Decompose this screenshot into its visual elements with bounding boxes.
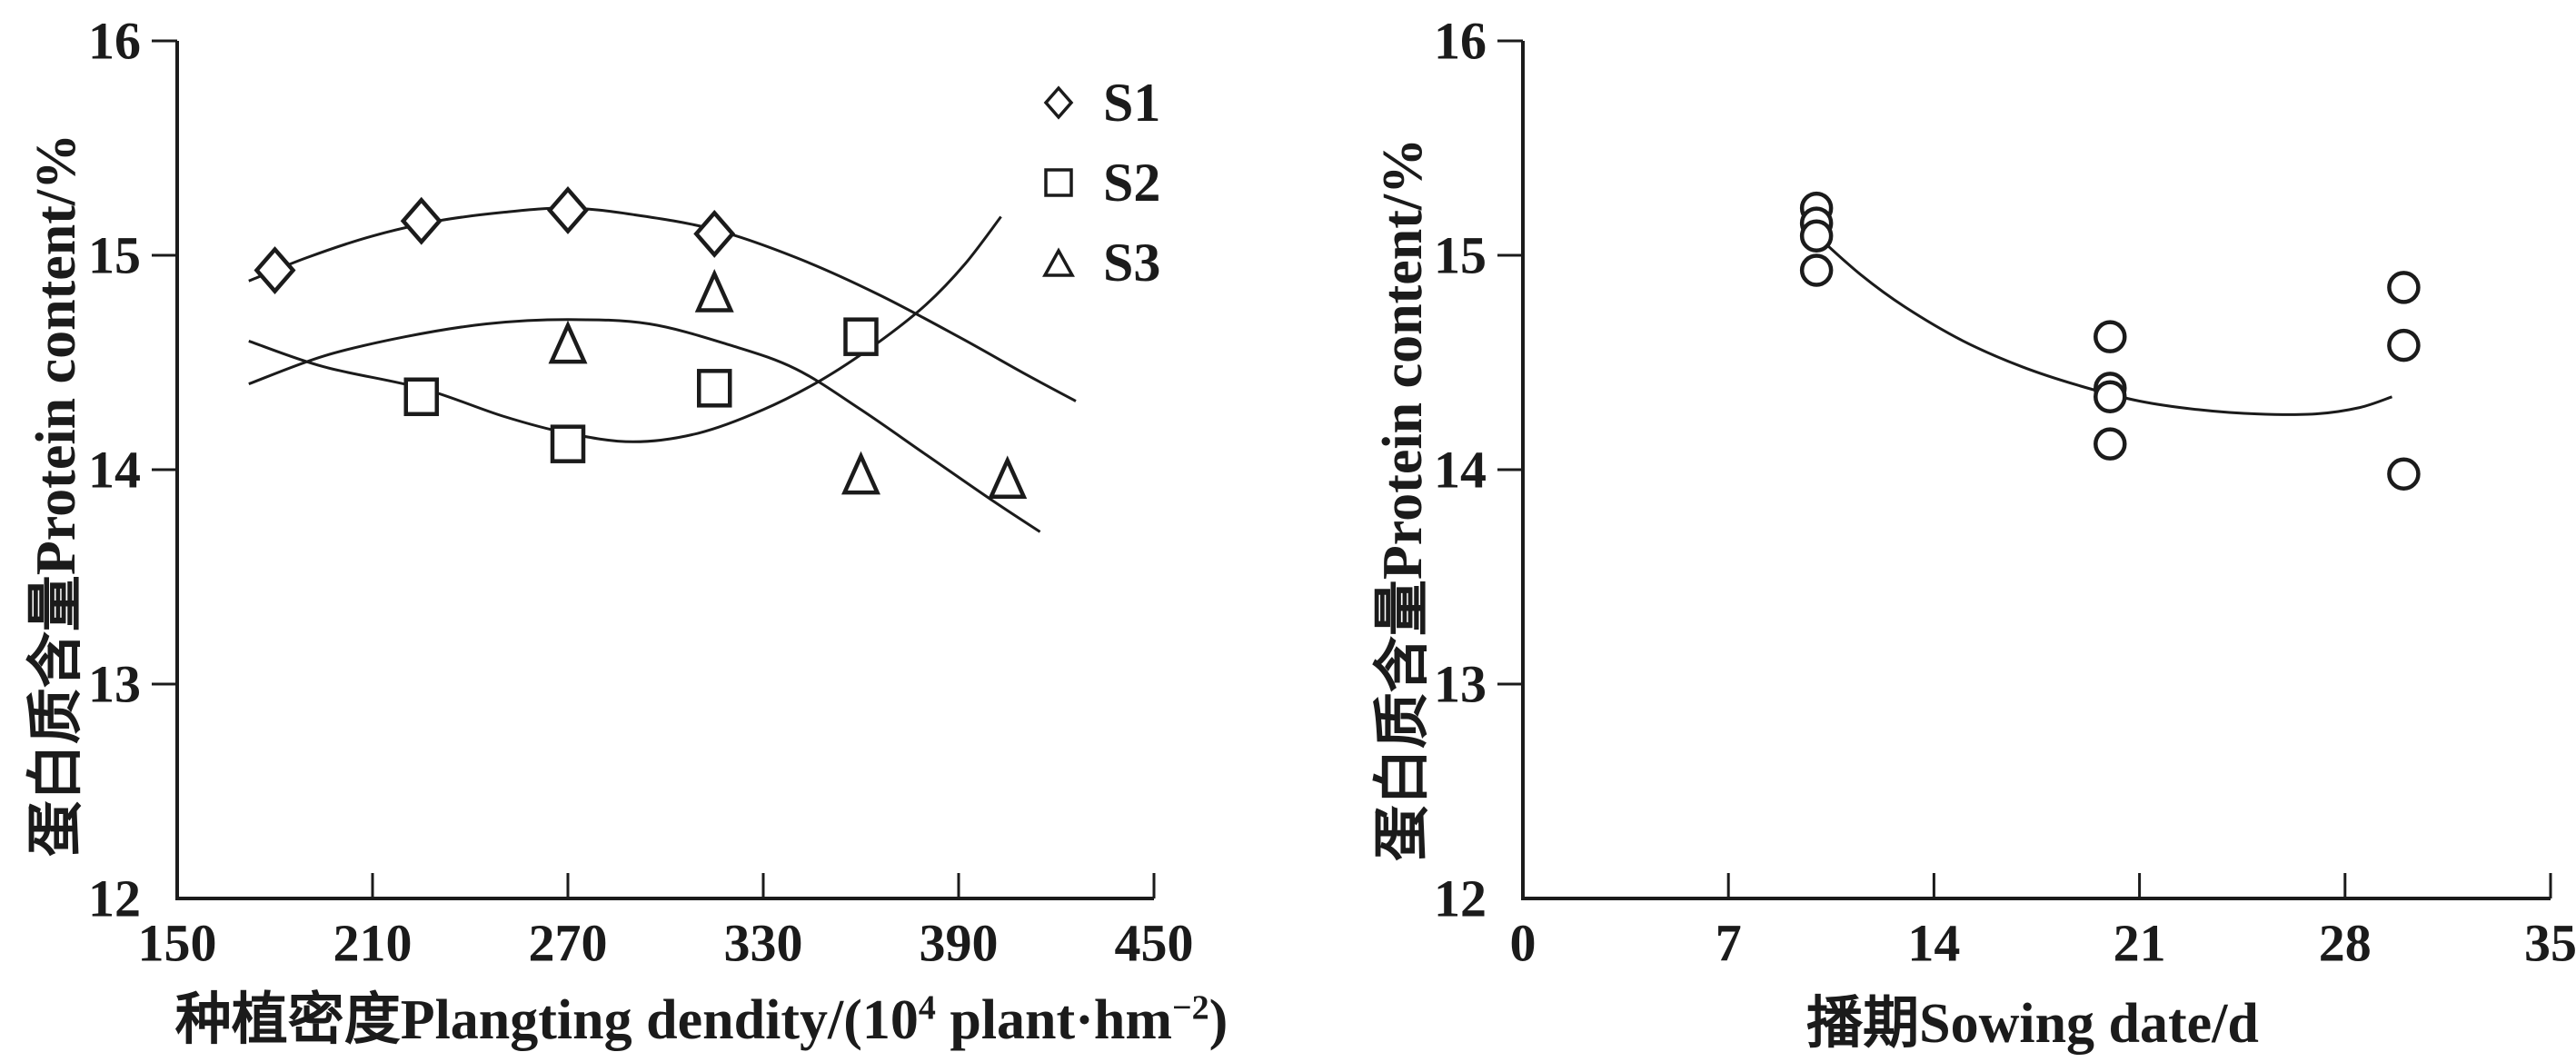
axes-lines xyxy=(175,41,1154,900)
legend: S1 S2 S3 xyxy=(1041,63,1160,303)
left-x-title-superscript-minus2: −2 xyxy=(1171,988,1209,1027)
axes-lines xyxy=(1521,41,2551,900)
s2-marker xyxy=(550,424,586,463)
fit-curve-s2 xyxy=(248,215,1002,443)
s1-marker xyxy=(547,186,589,234)
left-x-title-close-paren: ) xyxy=(1208,989,1228,1051)
protein content-marker xyxy=(2387,457,2421,491)
legend-item-s3: S3 xyxy=(1041,223,1160,303)
x-tick-label: 14 xyxy=(1907,914,1960,973)
s1-marker xyxy=(693,209,736,258)
y-tick-label: 16 xyxy=(1434,12,1487,71)
y-tick-label: 14 xyxy=(1434,441,1487,500)
x-tick-label: 150 xyxy=(138,914,217,973)
s3-marker xyxy=(694,268,734,313)
protein content-marker xyxy=(1799,219,1834,253)
fit-curve-s1 xyxy=(248,206,1077,402)
y-tick-label: 12 xyxy=(88,869,141,928)
y-tick-label: 16 xyxy=(88,12,141,71)
legend-item-s1: S1 xyxy=(1041,63,1160,143)
right-x-axis-title: 播期Sowing date/d xyxy=(1806,993,2259,1055)
x-tick-label: 330 xyxy=(724,914,803,973)
fit-curve-s3 xyxy=(248,318,1041,533)
right-y-axis-title: 蛋白质含量Protein content/% xyxy=(1372,137,1434,862)
x-tick-label: 450 xyxy=(1115,914,1194,973)
legend-label-s3: S3 xyxy=(1103,232,1161,293)
left-x-axis-title: 种植密度Plangting dendity/(104 plant·hm−2) xyxy=(175,973,1228,1055)
left-x-title-text: 种植密度Plangting dendity/(10 xyxy=(174,989,919,1051)
y-tick-label: 13 xyxy=(1434,655,1487,714)
x-tick-label: 35 xyxy=(2524,914,2576,973)
s1-marker xyxy=(254,246,296,294)
protein content-marker xyxy=(2094,380,2127,414)
y-tick-label: 13 xyxy=(88,655,141,714)
left-x-title-superscript-4: 4 xyxy=(918,988,936,1027)
s3-marker xyxy=(548,320,588,364)
protein content-marker xyxy=(2387,271,2421,304)
s2-marker xyxy=(697,369,732,408)
y-tick-label: 15 xyxy=(88,226,141,285)
x-tick-label: 270 xyxy=(529,914,608,973)
s3-marker xyxy=(988,455,1028,500)
protein content-marker xyxy=(2094,427,2127,461)
s2-marker xyxy=(843,317,879,356)
y-tick-label: 15 xyxy=(1434,226,1487,285)
square-icon xyxy=(1044,168,1073,197)
s1-marker xyxy=(400,196,443,245)
protein content-marker xyxy=(2094,320,2127,353)
s3-marker xyxy=(841,451,880,495)
legend-label-s2: S2 xyxy=(1103,152,1161,213)
x-tick-label: 28 xyxy=(2319,914,2372,973)
x-tick-label: 7 xyxy=(1716,914,1742,973)
x-tick-label: 390 xyxy=(920,914,999,973)
right-chart: 12 13 14 15 16 0 7 14 21 28 35 xyxy=(1434,12,2576,973)
triangle-icon xyxy=(1042,247,1075,277)
legend-item-s2: S2 xyxy=(1041,143,1160,223)
protein content-marker xyxy=(1799,253,1834,287)
left-x-title-unit-text: plant·hm xyxy=(935,989,1172,1051)
x-tick-label: 21 xyxy=(2114,914,2166,973)
left-y-axis-title: 蛋白质含量Protein content/% xyxy=(25,133,87,858)
x-tick-label: 0 xyxy=(1510,914,1537,973)
y-tick-label: 14 xyxy=(88,441,141,500)
legend-label-s1: S1 xyxy=(1103,72,1161,133)
s2-marker xyxy=(403,377,439,417)
left-chart: 12 13 14 15 16 150 210 270 330 390 450 xyxy=(88,12,1194,973)
diamond-icon xyxy=(1043,85,1074,120)
x-tick-label: 210 xyxy=(333,914,413,973)
y-tick-label: 12 xyxy=(1434,869,1487,928)
protein content-marker xyxy=(2387,328,2421,362)
